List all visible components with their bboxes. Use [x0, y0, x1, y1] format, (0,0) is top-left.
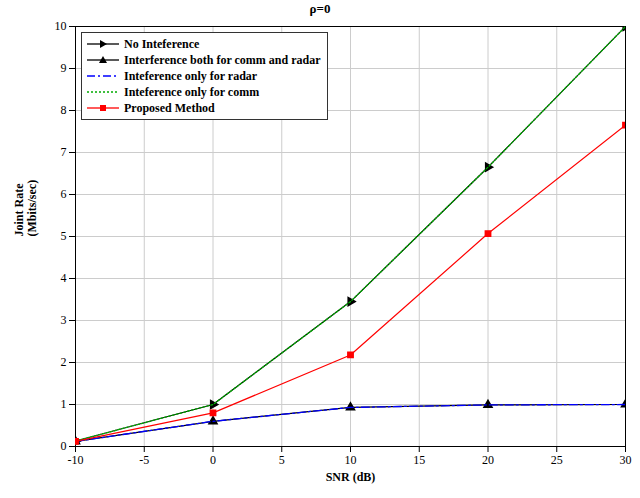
svg-text:Joint Rate(Mbits/sec): Joint Rate(Mbits/sec): [12, 180, 39, 237]
html-text:Proposed Method: Proposed Method: [124, 100, 215, 115]
svg-text:4: 4: [61, 271, 67, 285]
svg-text:15: 15: [413, 453, 425, 467]
html-text:Interference both for comm and: Interference both for comm and radar: [124, 52, 321, 67]
svg-text:2: 2: [61, 355, 67, 369]
svg-text:-10: -10: [68, 453, 84, 467]
svg-text:10: 10: [55, 19, 67, 33]
svg-text:9: 9: [61, 61, 67, 75]
svg-text:0: 0: [210, 453, 216, 467]
svg-text:1: 1: [61, 397, 67, 411]
html-text:Inteference only for radar: Inteference only for radar: [124, 68, 258, 83]
svg-text:5: 5: [61, 229, 67, 243]
html-text:Inteference only for comm: Inteference only for comm: [124, 84, 260, 99]
html-text:No Inteference: No Inteference: [124, 36, 200, 51]
html-text:ρ=0: ρ=0: [309, 1, 331, 16]
svg-text:0: 0: [61, 439, 67, 453]
svg-text:25: 25: [551, 453, 563, 467]
svg-text:SNR (dB): SNR (dB): [326, 470, 376, 484]
svg-text:30: 30: [620, 453, 632, 467]
svg-text:7: 7: [61, 145, 67, 159]
svg-text:5: 5: [279, 453, 285, 467]
svg-text:20: 20: [482, 453, 494, 467]
svg-text:10: 10: [345, 453, 357, 467]
svg-text:3: 3: [61, 313, 67, 327]
svg-text:-5: -5: [139, 453, 149, 467]
svg-text:6: 6: [61, 187, 67, 201]
svg-text:8: 8: [61, 103, 67, 117]
